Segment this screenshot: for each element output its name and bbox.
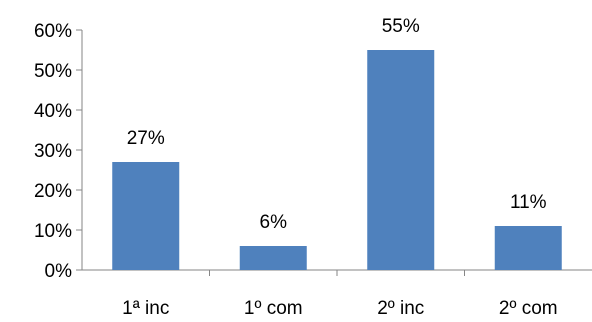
y-tick-label: 40%: [34, 101, 72, 122]
y-tick-label: 60%: [34, 21, 72, 42]
bar-data-label: 27%: [127, 128, 165, 149]
bar: [239, 246, 307, 270]
y-tick-label: 50%: [34, 61, 72, 82]
bar: [112, 162, 180, 270]
category-label: 2º com: [499, 298, 558, 319]
y-tick-label: 0%: [45, 261, 73, 282]
category-label: 2º inc: [377, 298, 424, 319]
bar-data-label: 55%: [382, 16, 420, 37]
y-tick-label: 20%: [34, 181, 72, 202]
data-labels: 27% 6% 55% 11%: [127, 16, 547, 233]
y-axis-ticks: 0% 10% 20% 30% 40% 50% 60%: [34, 21, 82, 282]
y-tick-label: 10%: [34, 221, 72, 242]
bar-data-label: 6%: [260, 212, 288, 233]
bar-data-label: 11%: [510, 192, 547, 213]
category-label: 1ª inc: [122, 298, 169, 319]
category-label: 1º com: [244, 298, 303, 319]
bar: [367, 50, 435, 270]
bar-series: [112, 50, 562, 270]
category-labels: 1ª inc 1º com 2º inc 2º com: [122, 298, 557, 319]
bar: [494, 226, 562, 270]
y-tick-label: 30%: [34, 141, 72, 162]
